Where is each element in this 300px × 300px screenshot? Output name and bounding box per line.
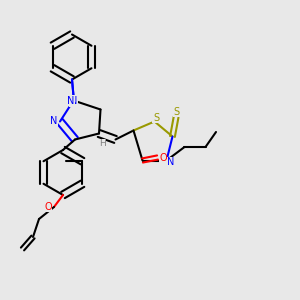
Text: O: O: [159, 152, 167, 163]
Text: O: O: [44, 202, 52, 212]
Text: N: N: [70, 96, 77, 106]
Text: S: S: [153, 113, 159, 123]
Text: N: N: [167, 157, 175, 167]
Text: N: N: [68, 95, 75, 106]
Text: H: H: [99, 140, 106, 148]
Text: S: S: [173, 106, 179, 117]
Text: N: N: [50, 116, 58, 127]
